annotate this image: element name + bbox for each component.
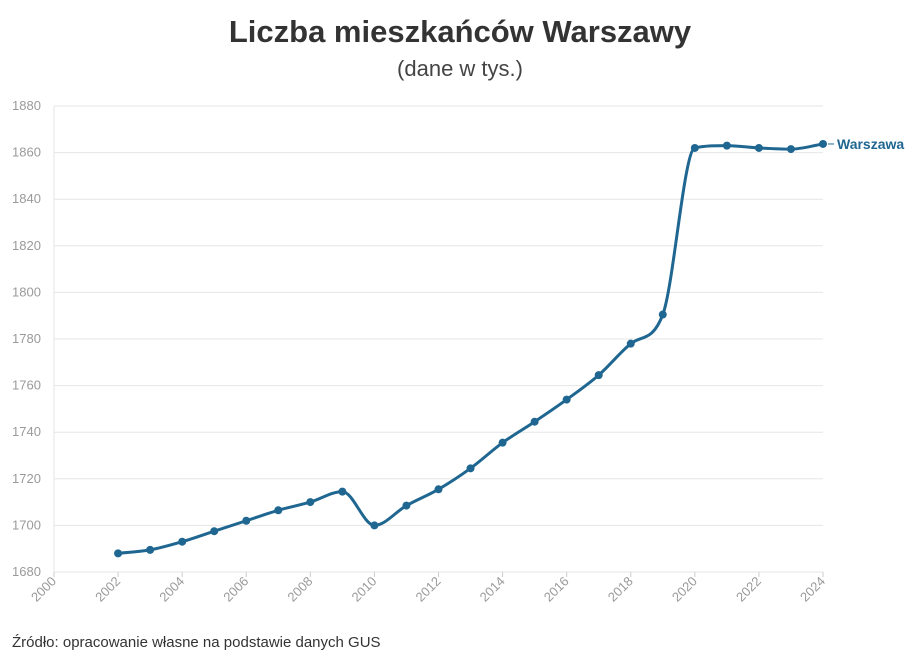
y-tick-label: 1700 bbox=[12, 517, 41, 532]
line-chart: 1680 1700 1720 1740 1760 1780 1800 1820 1840 1860… bbox=[12, 98, 904, 605]
data-point bbox=[754, 143, 763, 152]
series-label: Warszawa bbox=[837, 136, 904, 152]
data-point bbox=[690, 143, 699, 152]
data-point bbox=[114, 549, 123, 558]
data-point bbox=[722, 141, 731, 150]
data-point bbox=[402, 501, 411, 510]
x-tick-label: 2002 bbox=[92, 574, 123, 605]
x-tick-label: 2006 bbox=[220, 574, 251, 605]
x-axis-ticks: 2000 2002 2004 2006 2008 2010 2012 2014 2016 2018… bbox=[28, 574, 828, 605]
x-tick-label: 2012 bbox=[413, 574, 444, 605]
data-point bbox=[274, 506, 283, 515]
y-tick-label: 1740 bbox=[12, 424, 41, 439]
chart-title: Liczba mieszkańców Warszawy bbox=[228, 14, 692, 49]
series-line-warszawa bbox=[117, 142, 824, 555]
series-layer: Warszawa bbox=[114, 136, 904, 558]
y-tick-label: 1840 bbox=[12, 191, 41, 206]
x-tick-label: 2016 bbox=[541, 574, 572, 605]
data-point bbox=[562, 395, 571, 404]
data-point bbox=[498, 438, 507, 447]
y-tick-label: 1780 bbox=[12, 331, 41, 346]
y-tick-label: 1880 bbox=[12, 98, 41, 113]
x-tick-label: 2008 bbox=[284, 574, 315, 605]
data-point bbox=[530, 417, 539, 426]
y-tick-label: 1760 bbox=[12, 378, 41, 393]
data-point bbox=[466, 464, 475, 473]
gridlines bbox=[53, 105, 824, 577]
data-point bbox=[178, 537, 187, 546]
x-tick-label: 2022 bbox=[733, 574, 764, 605]
data-point bbox=[242, 516, 251, 525]
data-point bbox=[658, 310, 667, 319]
x-tick-label: 2024 bbox=[797, 574, 828, 605]
source-note: Źródło: opracowanie własne na podstawie … bbox=[12, 634, 381, 651]
x-tick-label: 2004 bbox=[156, 574, 187, 605]
chart-subtitle: (dane w tys.) bbox=[397, 56, 523, 81]
data-point bbox=[786, 145, 795, 154]
y-tick-label: 1820 bbox=[12, 238, 41, 253]
x-tick-label: 2018 bbox=[605, 574, 636, 605]
y-tick-label: 1720 bbox=[12, 471, 41, 486]
data-point bbox=[594, 371, 603, 380]
data-point bbox=[370, 521, 379, 530]
data-point bbox=[306, 498, 315, 507]
data-point bbox=[434, 485, 443, 494]
data-point bbox=[146, 545, 155, 554]
data-point bbox=[210, 527, 219, 536]
data-point bbox=[626, 339, 635, 348]
y-tick-label: 1680 bbox=[12, 564, 41, 579]
x-tick-label: 2014 bbox=[477, 574, 508, 605]
y-tick-label: 1800 bbox=[12, 284, 41, 299]
data-point bbox=[338, 487, 347, 496]
x-tick-label: 2020 bbox=[669, 574, 700, 605]
data-point bbox=[819, 139, 827, 148]
y-axis-ticks: 1680 1700 1720 1740 1760 1780 1800 1820 1840 1860… bbox=[12, 98, 41, 579]
y-tick-label: 1860 bbox=[12, 145, 41, 160]
x-tick-label: 2010 bbox=[348, 574, 379, 605]
